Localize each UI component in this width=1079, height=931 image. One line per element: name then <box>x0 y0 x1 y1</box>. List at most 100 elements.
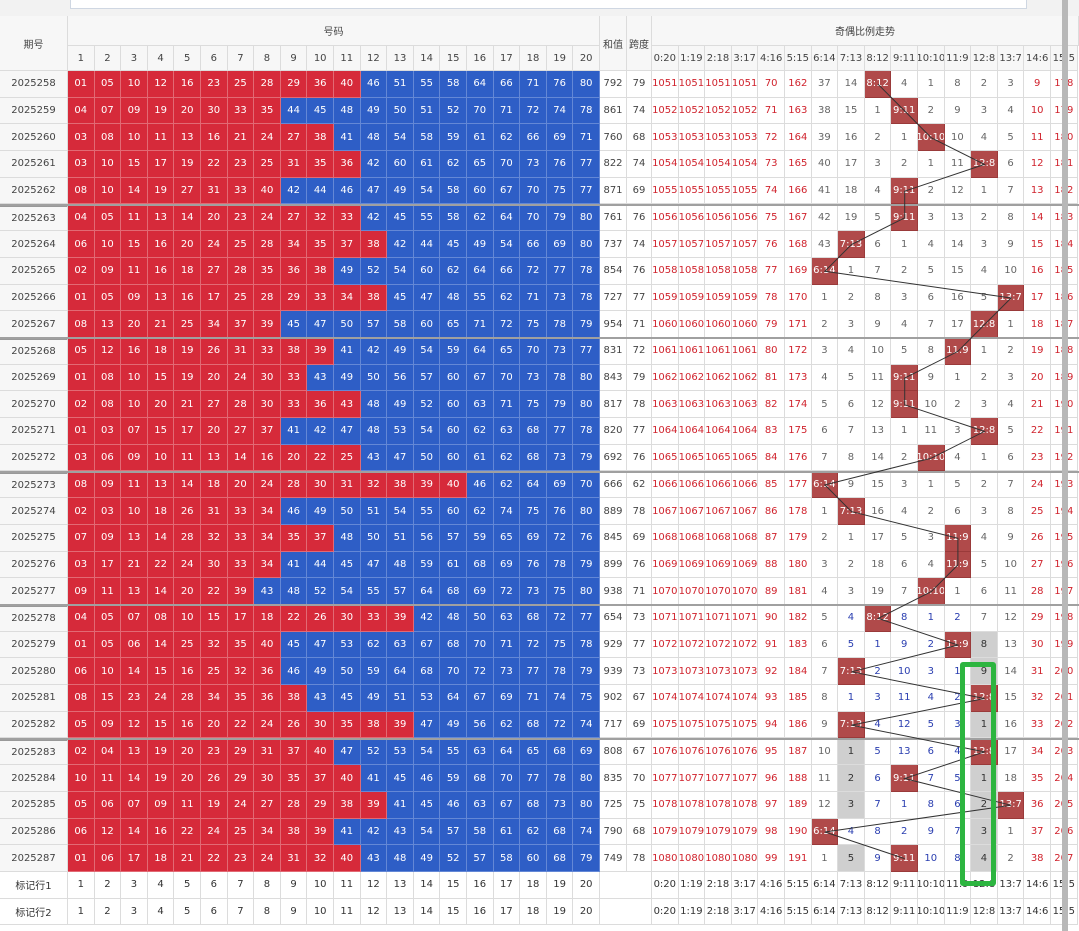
number-ball: 47 <box>360 551 388 579</box>
ratio-cell: 1062 <box>678 364 706 392</box>
sum-cell: 820 <box>600 418 627 445</box>
ratio-cell: 1059 <box>705 284 732 312</box>
sum-cell: 790 <box>600 818 627 846</box>
ratio-cell: 23 <box>1024 444 1051 472</box>
ratio-cell: 9 <box>864 845 892 872</box>
number-ball: 80 <box>573 391 600 419</box>
ratio-cell: 9 <box>918 818 945 846</box>
number-ball: 38 <box>280 685 308 712</box>
ratio-cell: 6 <box>944 498 972 525</box>
number-ball: 07 <box>121 791 148 819</box>
ratio-cell: 1078 <box>705 791 732 819</box>
number-ball: 63 <box>467 391 494 419</box>
ratio-cell: 1057 <box>678 231 706 258</box>
ratio-cell: 1063 <box>705 391 732 419</box>
number-ball: 56 <box>467 711 494 739</box>
number-ball: 27 <box>201 391 228 419</box>
ratio-cell: 18 <box>838 177 865 205</box>
period-cell: 2025280 <box>0 658 68 686</box>
number-ball: 13 <box>94 311 122 338</box>
ratio-col-header: 11:9 <box>944 46 972 71</box>
ratio-cell: 5 <box>944 471 972 499</box>
ratio-cell: 1080 <box>731 845 759 872</box>
footer-number: 13 <box>387 898 414 926</box>
number-ball: 43 <box>307 685 334 712</box>
ratio-cell: 8 <box>971 631 998 659</box>
ratio-cell: 1059 <box>678 284 706 312</box>
ratio-cell: 2 <box>838 551 865 579</box>
number-ball: 80 <box>573 791 600 819</box>
number-ball: 12 <box>121 711 148 739</box>
ratio-cell: 70 <box>758 71 785 98</box>
number-ball: 45 <box>387 284 414 312</box>
ratio-cell: 5 <box>864 738 892 766</box>
ratio-cell: 10 <box>1024 97 1051 125</box>
ratio-cell: 13 <box>891 738 918 766</box>
period-cell: 2025262 <box>0 177 68 205</box>
number-ball: 75 <box>520 498 547 525</box>
number-ball: 52 <box>307 578 334 605</box>
number-ball: 19 <box>147 738 175 766</box>
ratio-cell: 97 <box>758 791 785 819</box>
number-ball: 13 <box>121 578 148 605</box>
number-ball: 25 <box>174 311 201 338</box>
number-ball: 79 <box>573 551 600 579</box>
number-ball: 33 <box>227 498 255 525</box>
number-ball: 25 <box>201 658 228 686</box>
number-ball: 38 <box>360 711 388 739</box>
number-ball: 80 <box>573 765 600 792</box>
sum-cell: 954 <box>600 311 627 338</box>
number-col-header: 6 <box>201 46 228 71</box>
number-col-header: 20 <box>573 46 600 71</box>
ratio-cell: 9 <box>811 711 839 739</box>
period-cell: 2025272 <box>0 444 68 472</box>
ratio-cell: 17 <box>838 151 865 178</box>
number-ball: 41 <box>280 418 308 445</box>
ratio-cell: 1051 <box>678 71 706 98</box>
ratio-cell: 37 <box>811 71 839 98</box>
ratio-cell: 79 <box>758 311 785 338</box>
number-ball: 39 <box>413 471 441 499</box>
number-ball: 36 <box>307 391 334 419</box>
scrollbar[interactable] <box>1062 0 1068 931</box>
ratio-cell: 189 <box>785 791 812 819</box>
ratio-cell: 2 <box>971 791 998 819</box>
number-ball: 60 <box>440 444 467 472</box>
sum-cell: 822 <box>600 151 627 178</box>
number-ball: 29 <box>280 71 308 98</box>
number-ball: 79 <box>546 391 574 419</box>
ratio-cell: 13 <box>1024 177 1051 205</box>
number-ball: 59 <box>440 765 467 792</box>
number-ball: 77 <box>520 658 547 686</box>
ratio-cell: 2 <box>997 338 1025 365</box>
ratio-cell: 1080 <box>652 845 679 872</box>
ratio-cell: 37 <box>1024 818 1051 846</box>
ratio-cell: 1078 <box>652 791 679 819</box>
number-ball: 68 <box>520 444 547 472</box>
number-ball: 16 <box>201 124 228 152</box>
number-ball: 65 <box>467 151 494 178</box>
ratio-cell: 1069 <box>678 551 706 579</box>
number-ball: 72 <box>467 658 494 686</box>
number-ball: 50 <box>334 498 361 525</box>
period-cell: 2025273 <box>0 471 68 499</box>
number-ball: 17 <box>227 605 255 632</box>
sum-cell: 717 <box>600 711 627 739</box>
ratio-cell: 1051 <box>705 71 732 98</box>
number-ball: 75 <box>573 685 600 712</box>
ratio-cell: 7 <box>971 605 998 632</box>
ratio-cell: 87 <box>758 524 785 552</box>
ratio-cell: 9 <box>864 311 892 338</box>
ratio-cell: 1054 <box>652 151 679 178</box>
ratio-cell: 3 <box>997 364 1025 392</box>
ratio-cell: 6 <box>971 578 998 605</box>
ratio-cell: 9:11 <box>891 97 918 125</box>
number-ball: 27 <box>227 418 255 445</box>
number-ball: 20 <box>147 391 175 419</box>
ratio-cell: 1 <box>811 845 839 872</box>
sum-cell: 938 <box>600 578 627 605</box>
ratio-cell: 91 <box>758 631 785 659</box>
ratio-cell: 14 <box>997 658 1025 686</box>
span-cell: 75 <box>627 791 652 819</box>
ratio-cell: 1060 <box>678 311 706 338</box>
